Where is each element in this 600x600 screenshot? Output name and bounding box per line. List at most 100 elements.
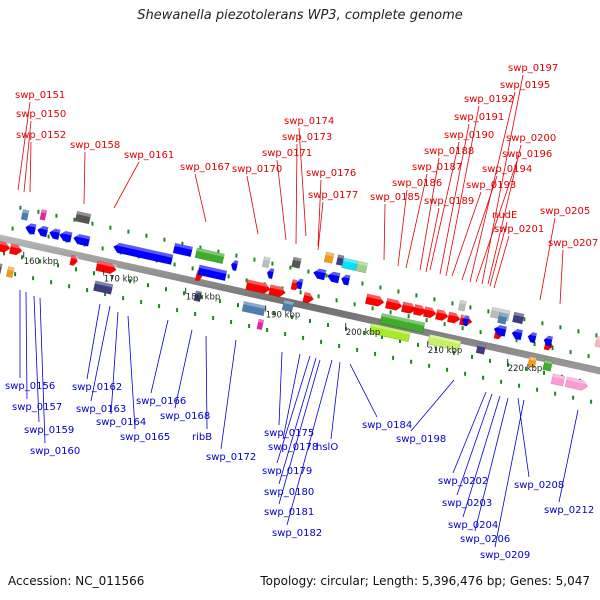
gene-feature[interactable]	[412, 304, 428, 316]
gene-feature[interactable]	[5, 266, 15, 278]
gene-label-bottom[interactable]: swp_0202	[438, 476, 488, 487]
gene-label-bottom[interactable]: swp_0164	[96, 417, 146, 428]
gene-feature[interactable]	[341, 257, 358, 272]
gene-feature[interactable]	[493, 324, 507, 337]
gene-label-bottom[interactable]: swp_0209	[480, 550, 530, 561]
gene-feature[interactable]	[0, 240, 12, 254]
gene-feature[interactable]	[197, 264, 228, 282]
gene-feature[interactable]	[434, 309, 450, 321]
gene-feature[interactable]	[230, 259, 239, 272]
gene-feature[interactable]	[241, 301, 266, 317]
gene-label-top[interactable]: swp_0195	[500, 80, 550, 91]
gene-feature[interactable]	[511, 328, 524, 341]
gene-feature[interactable]	[323, 251, 335, 264]
gene-label-top[interactable]: swp_0197	[508, 63, 558, 74]
gene-feature[interactable]	[245, 279, 272, 295]
gene-feature[interactable]	[527, 331, 538, 344]
gene-feature[interactable]	[193, 290, 203, 303]
gene-feature[interactable]	[543, 335, 554, 347]
gene-feature[interactable]	[497, 312, 508, 325]
gene-label-top[interactable]: swp_0170	[232, 164, 282, 175]
gene-feature[interactable]	[24, 222, 37, 235]
gene-feature[interactable]	[335, 254, 345, 266]
gene-label-top[interactable]: swp_0171	[262, 148, 312, 159]
gene-feature[interactable]	[379, 313, 426, 333]
gene-label-top[interactable]: swp_0152	[16, 130, 66, 141]
gene-feature[interactable]	[550, 373, 566, 387]
gene-label-top[interactable]: swp_0205	[540, 206, 590, 217]
gene-label-top[interactable]: swp_0150	[16, 109, 66, 120]
gene-feature[interactable]	[364, 293, 385, 308]
gene-label-top[interactable]: swp_0207	[548, 238, 598, 249]
gene-feature[interactable]	[281, 299, 295, 313]
gene-label-top[interactable]: swp_0186	[392, 178, 442, 189]
gene-feature[interactable]	[446, 311, 462, 324]
gene-label-top[interactable]: swp_0161	[124, 150, 174, 161]
gene-feature[interactable]	[58, 230, 73, 243]
gene-label-bottom[interactable]: swp_0181	[264, 507, 314, 518]
gene-feature[interactable]	[594, 336, 600, 349]
gene-label-bottom[interactable]: swp_0162	[72, 382, 122, 393]
gene-feature[interactable]	[266, 267, 275, 280]
gene-label-top[interactable]: swp_0196	[502, 149, 552, 160]
gene-label-top[interactable]: swp_0193	[466, 180, 516, 191]
gene-label-bottom[interactable]: swp_0182	[272, 528, 322, 539]
gene-feature[interactable]	[355, 260, 368, 274]
gene-feature[interactable]	[458, 299, 467, 312]
gene-label-bottom[interactable]: swp_0212	[544, 505, 594, 516]
gene-label-bottom[interactable]: hslO	[316, 442, 338, 453]
gene-label-top[interactable]: swp_0201	[494, 224, 544, 235]
gene-label-bottom[interactable]: swp_0180	[264, 487, 314, 498]
gene-label-top[interactable]: swp_0158	[70, 140, 120, 151]
gene-label-bottom[interactable]: swp_0198	[396, 434, 446, 445]
gene-label-top[interactable]: swp_0194	[482, 164, 532, 175]
gene-label-bottom[interactable]: swp_0179	[262, 466, 312, 477]
gene-feature[interactable]	[20, 209, 30, 221]
gene-feature[interactable]	[112, 241, 174, 265]
gene-label-top[interactable]: swp_0174	[284, 116, 334, 127]
gene-feature[interactable]	[326, 270, 341, 284]
gene-feature[interactable]	[93, 280, 114, 295]
gene-label-top[interactable]: swp_0189	[424, 196, 474, 207]
gene-feature[interactable]	[422, 306, 438, 319]
gene-label-top[interactable]: swp_0151	[15, 90, 65, 101]
gene-feature[interactable]	[368, 323, 411, 343]
gene-label-bottom[interactable]: swp_0166	[136, 396, 186, 407]
gene-feature[interactable]	[542, 359, 553, 372]
gene-feature[interactable]	[512, 311, 525, 325]
gene-feature[interactable]	[194, 247, 225, 265]
gene-label-bottom[interactable]: swp_0157	[12, 402, 62, 413]
gene-label-bottom[interactable]: swp_0168	[160, 411, 210, 422]
gene-label-top[interactable]: swp_0176	[306, 168, 356, 179]
gene-label-bottom[interactable]: swp_0159	[24, 425, 74, 436]
gene-feature[interactable]	[427, 333, 462, 352]
gene-feature[interactable]	[262, 256, 271, 269]
gene-label-bottom[interactable]: ribB	[192, 432, 212, 443]
gene-feature[interactable]	[384, 297, 404, 311]
gene-label-top[interactable]: swp_0200	[506, 133, 556, 144]
gene-label-top[interactable]: swp_0192	[464, 94, 514, 105]
gene-feature[interactable]	[461, 315, 470, 327]
gene-label-bottom[interactable]: swp_0165	[120, 432, 170, 443]
gene-label-bottom[interactable]: swp_0208	[514, 480, 564, 491]
gene-feature[interactable]	[291, 256, 302, 269]
gene-feature[interactable]	[48, 227, 61, 241]
gene-label-bottom[interactable]: swp_0184	[362, 420, 412, 431]
gene-feature[interactable]	[340, 273, 351, 286]
gene-label-top[interactable]: swp_0190	[444, 130, 494, 141]
gene-feature[interactable]	[475, 342, 487, 355]
gene-feature[interactable]	[36, 225, 49, 238]
gene-label-top[interactable]: swp_0185	[370, 192, 420, 203]
gene-feature[interactable]	[74, 210, 92, 225]
gene-feature[interactable]	[8, 243, 24, 256]
gene-label-bottom[interactable]: swp_0172	[206, 452, 256, 463]
gene-label-top[interactable]: swp_0173	[282, 132, 332, 143]
gene-label-top[interactable]: swp_0188	[424, 146, 474, 157]
gene-feature[interactable]	[527, 356, 537, 368]
gene-label-bottom[interactable]: swp_0178	[268, 442, 318, 453]
gene-label-bottom[interactable]: swp_0206	[460, 534, 510, 545]
gene-feature[interactable]	[256, 318, 265, 331]
gene-feature[interactable]	[95, 260, 118, 275]
gene-label-top[interactable]: swp_0177	[308, 190, 358, 201]
gene-feature[interactable]	[400, 301, 418, 315]
